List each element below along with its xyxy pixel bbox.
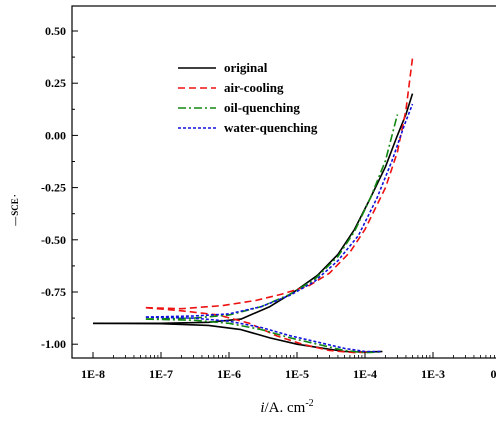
y-tick-label: 0.50 [45, 24, 66, 38]
legend: original air-cooling oil-quenching water-qu… [178, 60, 318, 135]
series-line-air-cooling-cathodic [145, 306, 371, 354]
y-tick-label: -1.00 [41, 337, 66, 351]
x-tick-label: 1E-4 [353, 367, 377, 381]
y-tick-label: 0.25 [45, 76, 66, 90]
y-tick-label: -0.50 [41, 233, 66, 247]
legend-label-water-quenching: water-quenching [224, 120, 318, 135]
series-line-oil-quenching-anodic [145, 114, 399, 320]
x-axis-label: i/A. cm-2 [260, 398, 313, 416]
x-tick-label: 1E-5 [285, 367, 309, 381]
x-tick-label: 1E-7 [149, 367, 173, 381]
series-line-water-quenching-cathodic [145, 316, 383, 353]
plot-frame [71, 5, 496, 359]
x-tick-label: 1E-3 [421, 367, 445, 381]
x-axis: 1E-8 1E-7 1E-6 1E-5 1E-4 1E-3 0.01 [81, 352, 496, 381]
y-tick-label: -0.75 [41, 285, 66, 299]
series-line-air-cooling-anodic [145, 57, 414, 310]
legend-label-air-cooling: air-cooling [224, 80, 284, 95]
y-tick-label: 0.00 [45, 128, 66, 142]
y-axis: 0.50 0.25 0.00 -0.25 -0.50 -0.75 -1.00 [41, 24, 78, 351]
x-tick-label: 1E-6 [217, 367, 241, 381]
x-tick-label: 0.01 [491, 367, 496, 381]
series-layer [92, 57, 414, 354]
legend-label-original: original [224, 60, 268, 75]
series-line-water-quenching-anodic [145, 103, 414, 318]
y-axis-label: —SCE· [10, 194, 20, 227]
series-line-oil-quenching-cathodic [145, 318, 383, 354]
legend-label-oil-quenching: oil-quenching [224, 100, 300, 115]
x-tick-label: 1E-8 [81, 367, 105, 381]
y-tick-label: -0.25 [41, 181, 66, 195]
